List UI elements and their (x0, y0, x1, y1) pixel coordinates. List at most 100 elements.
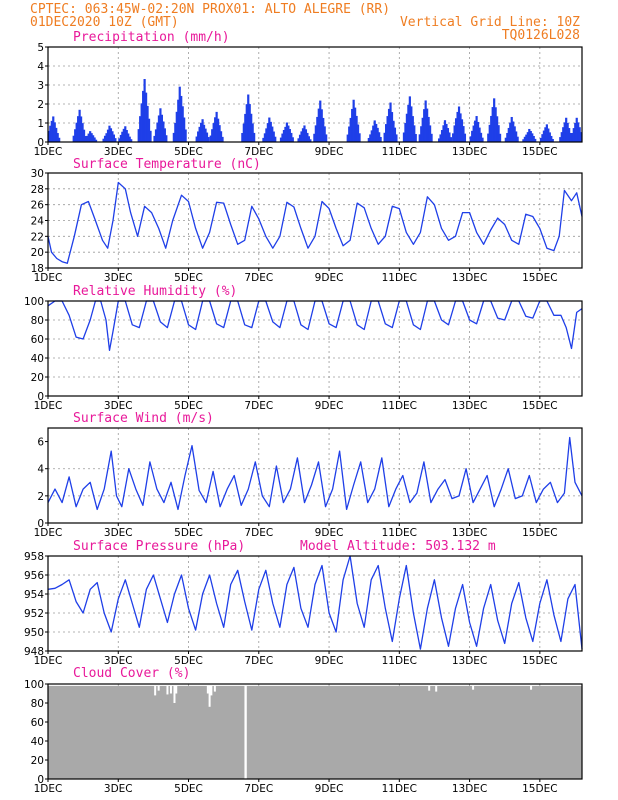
cloud-xtick-label: 15DEC (522, 783, 557, 795)
precipitation-bar (325, 134, 328, 142)
precipitation-bar (178, 86, 181, 142)
precipitation-frame (47, 46, 583, 143)
precipitation-bar (90, 133, 93, 142)
cloud-dip (435, 685, 438, 692)
temperature-xtick-label: 5DEC (174, 272, 203, 284)
humidity-ytick-label: 40 (31, 353, 44, 365)
precipitation-bar (437, 138, 441, 142)
precipitation-bar (162, 121, 165, 142)
precipitation-bar (291, 137, 294, 142)
precipitation-bar (52, 116, 55, 142)
precipitation-bar (516, 136, 519, 142)
precipitation-bar (202, 124, 206, 142)
precipitation-bar (456, 111, 459, 142)
cloud-dip (206, 685, 209, 694)
precipitation-bar (92, 135, 95, 142)
precipitation-bar (109, 128, 113, 142)
precipitation-bar (509, 122, 512, 142)
precipitation-bar (279, 137, 283, 142)
cloud-xtick-label: 7DEC (244, 783, 273, 795)
precipitation-bar (160, 114, 163, 142)
precipitation-bar (525, 134, 528, 142)
precipitation-bar (376, 127, 379, 142)
precipitation-bar (204, 128, 207, 142)
pressure-ytick-label: 948 (24, 646, 44, 658)
precipitation-bar (111, 131, 114, 142)
precipitation-bar (442, 125, 445, 142)
pressure-annotation: Model Altitude: 503.132 m (300, 539, 496, 554)
precipitation-bar (217, 118, 220, 142)
pressure-xtick-label: 5DEC (174, 655, 203, 667)
precipitation-bar (137, 129, 140, 142)
precipitation-bar (263, 133, 267, 142)
precipitation-bar (198, 126, 201, 142)
cloud-dip (244, 685, 247, 779)
precipitation-bar (351, 108, 354, 142)
precipitation-bar (493, 98, 496, 142)
precipitation-bar (93, 137, 96, 142)
precipitation-bar (512, 121, 515, 142)
temperature-xtick-label: 9DEC (315, 272, 344, 284)
precipitation-bar (544, 127, 547, 142)
precipitation-bar (250, 113, 253, 142)
precipitation-bar (430, 133, 433, 142)
precipitation-bar (55, 127, 58, 142)
pressure-xtick-label: 9DEC (315, 655, 344, 667)
precipitation-panel: 0 1 2 3 4 5 1DEC 3DEC 5DEC 7DEC 9DEC 11DEC 13DEC 15DE… (34, 30, 583, 158)
precipitation-bar (183, 117, 186, 142)
precipitation-bar (143, 79, 146, 142)
humidity-title: Relative Humidity (%) (73, 284, 237, 299)
precipitation-bar (177, 99, 180, 142)
temperature-ytick-label: 26 (31, 200, 45, 212)
cloud-frame (47, 683, 583, 780)
precipitation-bar (56, 133, 59, 142)
precipitation-bar (209, 135, 212, 142)
precipitation-bar (407, 104, 410, 142)
precipitation-bar (108, 125, 111, 142)
pressure-panel: 948 950 952 954 956 958 1DEC 3DEC 5DEC 7DEC 9DEC 11… (24, 539, 583, 667)
precipitation-bar (428, 125, 432, 142)
precipitation-bar (77, 116, 80, 142)
precipitation-bar (529, 131, 532, 142)
precipitation-xtick-label: 9DEC (315, 146, 344, 158)
precipitation-bar (298, 134, 302, 142)
humidity-xtick-label: 13DEC (452, 400, 487, 412)
precipitation-bar (146, 105, 149, 142)
precipitation-bar (319, 100, 322, 142)
precipitation-bar (378, 132, 381, 142)
precipitation-bar (522, 139, 525, 142)
precipitation-bar (393, 127, 397, 142)
wind-xtick-label: 13DEC (452, 527, 487, 539)
precipitation-bar (469, 136, 472, 142)
precipitation-bar (323, 126, 326, 142)
precipitation-bar (410, 106, 413, 142)
precipitation-bar (387, 108, 391, 142)
cloud-dip (166, 685, 169, 695)
precipitation-bar (445, 123, 448, 142)
precipitation-bar (211, 129, 214, 142)
precipitation-bar (303, 125, 306, 142)
precipitation-bar (402, 132, 406, 142)
temperature-title: Surface Temperature (nC) (73, 157, 261, 172)
pressure-line (47, 555, 583, 650)
precipitation-bar (274, 136, 277, 142)
precipitation-bar (459, 113, 462, 142)
precipitation-bar (106, 129, 110, 142)
precipitation-bar (507, 127, 510, 142)
temperature-xtick-label: 7DEC (244, 272, 273, 284)
precipitation-bar (414, 134, 417, 142)
precipitation-bar (154, 129, 158, 142)
wind-xtick-label: 11DEC (382, 527, 417, 539)
precipitation-bar (454, 118, 458, 142)
humidity-panel: 0 20 40 60 80 100 1DEC 3DEC 5DEC 7DEC 9DEC 11DEC 13D… (24, 284, 583, 412)
precipitation-xtick-label: 7DEC (244, 146, 273, 158)
precipitation-bar (352, 99, 355, 142)
humidity-ytick-label: 0 (37, 391, 44, 403)
precipitation-bar (404, 123, 407, 142)
precipitation-bar (542, 130, 546, 142)
header-vertical-grid: Vertical Grid Line: 10Z (400, 15, 580, 30)
precipitation-bar (74, 129, 77, 142)
precipitation-bar (159, 108, 162, 142)
cloud-dip (208, 685, 211, 707)
precipitation-bar (566, 122, 569, 142)
